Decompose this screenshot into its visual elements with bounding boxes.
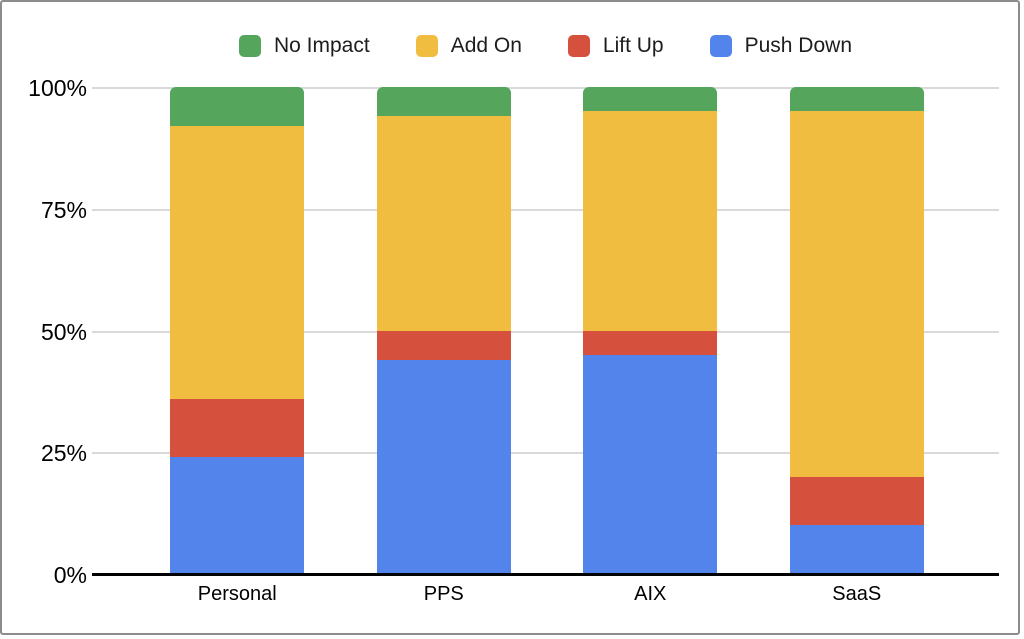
bar-segment: [376, 359, 511, 574]
bar-slot: [547, 87, 754, 575]
bar-segment: [789, 525, 924, 574]
bar-segment: [583, 354, 718, 574]
y-axis-labels: 0% 25% 50% 75% 100%: [2, 2, 87, 633]
x-axis-line: [92, 573, 999, 576]
legend-item: Push Down: [709, 34, 852, 58]
legend-swatch-icon: [567, 35, 590, 57]
x-tick-label: SaaS: [832, 583, 882, 605]
bar-slot: [134, 87, 341, 575]
legend-label: Lift Up: [602, 34, 664, 57]
bar-segment: [170, 398, 305, 458]
bar-slot: [341, 87, 548, 575]
y-tick-label: 75%: [40, 196, 87, 223]
bar-segment: [376, 87, 511, 117]
x-tick-label: AIX: [634, 583, 667, 605]
bar-segment: [170, 87, 305, 126]
y-tick-label: 25%: [40, 440, 87, 467]
x-axis-labels: Personal PPS AIX SaaS: [134, 583, 960, 606]
stacked-bar-personal: [170, 87, 305, 574]
legend-label: No Impact: [273, 34, 370, 57]
legend-swatch-icon: [709, 35, 732, 57]
legend-swatch-icon: [415, 35, 438, 57]
bar-segment: [583, 87, 718, 112]
legend-item: Add On: [415, 34, 522, 58]
bar-segment: [789, 111, 924, 477]
bar-segment: [376, 330, 511, 360]
gridline: [92, 452, 999, 455]
legend-item: No Impact: [238, 34, 370, 58]
y-tick-label: 100%: [28, 75, 87, 101]
bar-segment: [789, 476, 924, 526]
bar-segment: [789, 87, 924, 112]
x-tick-label: Personal: [197, 583, 277, 605]
legend-item: Lift Up: [567, 34, 664, 58]
gridline: [92, 330, 999, 333]
y-tick-label: 0%: [53, 562, 87, 588]
stacked-bar-pps: [376, 87, 511, 574]
legend: No Impact Add On Lift Up Push Down: [92, 32, 999, 60]
bar-segment: [583, 330, 718, 355]
bar-segment: [170, 457, 305, 574]
gridline: [92, 208, 999, 211]
bar-segment: [376, 116, 511, 331]
bars-container: [134, 87, 961, 575]
legend-label: Push Down: [744, 34, 852, 57]
plot-area: [92, 87, 999, 576]
bar-segment: [583, 111, 718, 331]
x-tick-label: PPS: [423, 583, 464, 605]
legend-label: Add On: [450, 34, 522, 57]
bar-segment: [170, 125, 305, 399]
bar-slot: [754, 87, 961, 575]
gridline: [92, 87, 999, 89]
stacked-bar-saas: [789, 87, 924, 574]
y-tick-label: 50%: [40, 318, 87, 345]
stacked-bar-aix: [583, 87, 718, 574]
legend-swatch-icon: [238, 35, 261, 57]
